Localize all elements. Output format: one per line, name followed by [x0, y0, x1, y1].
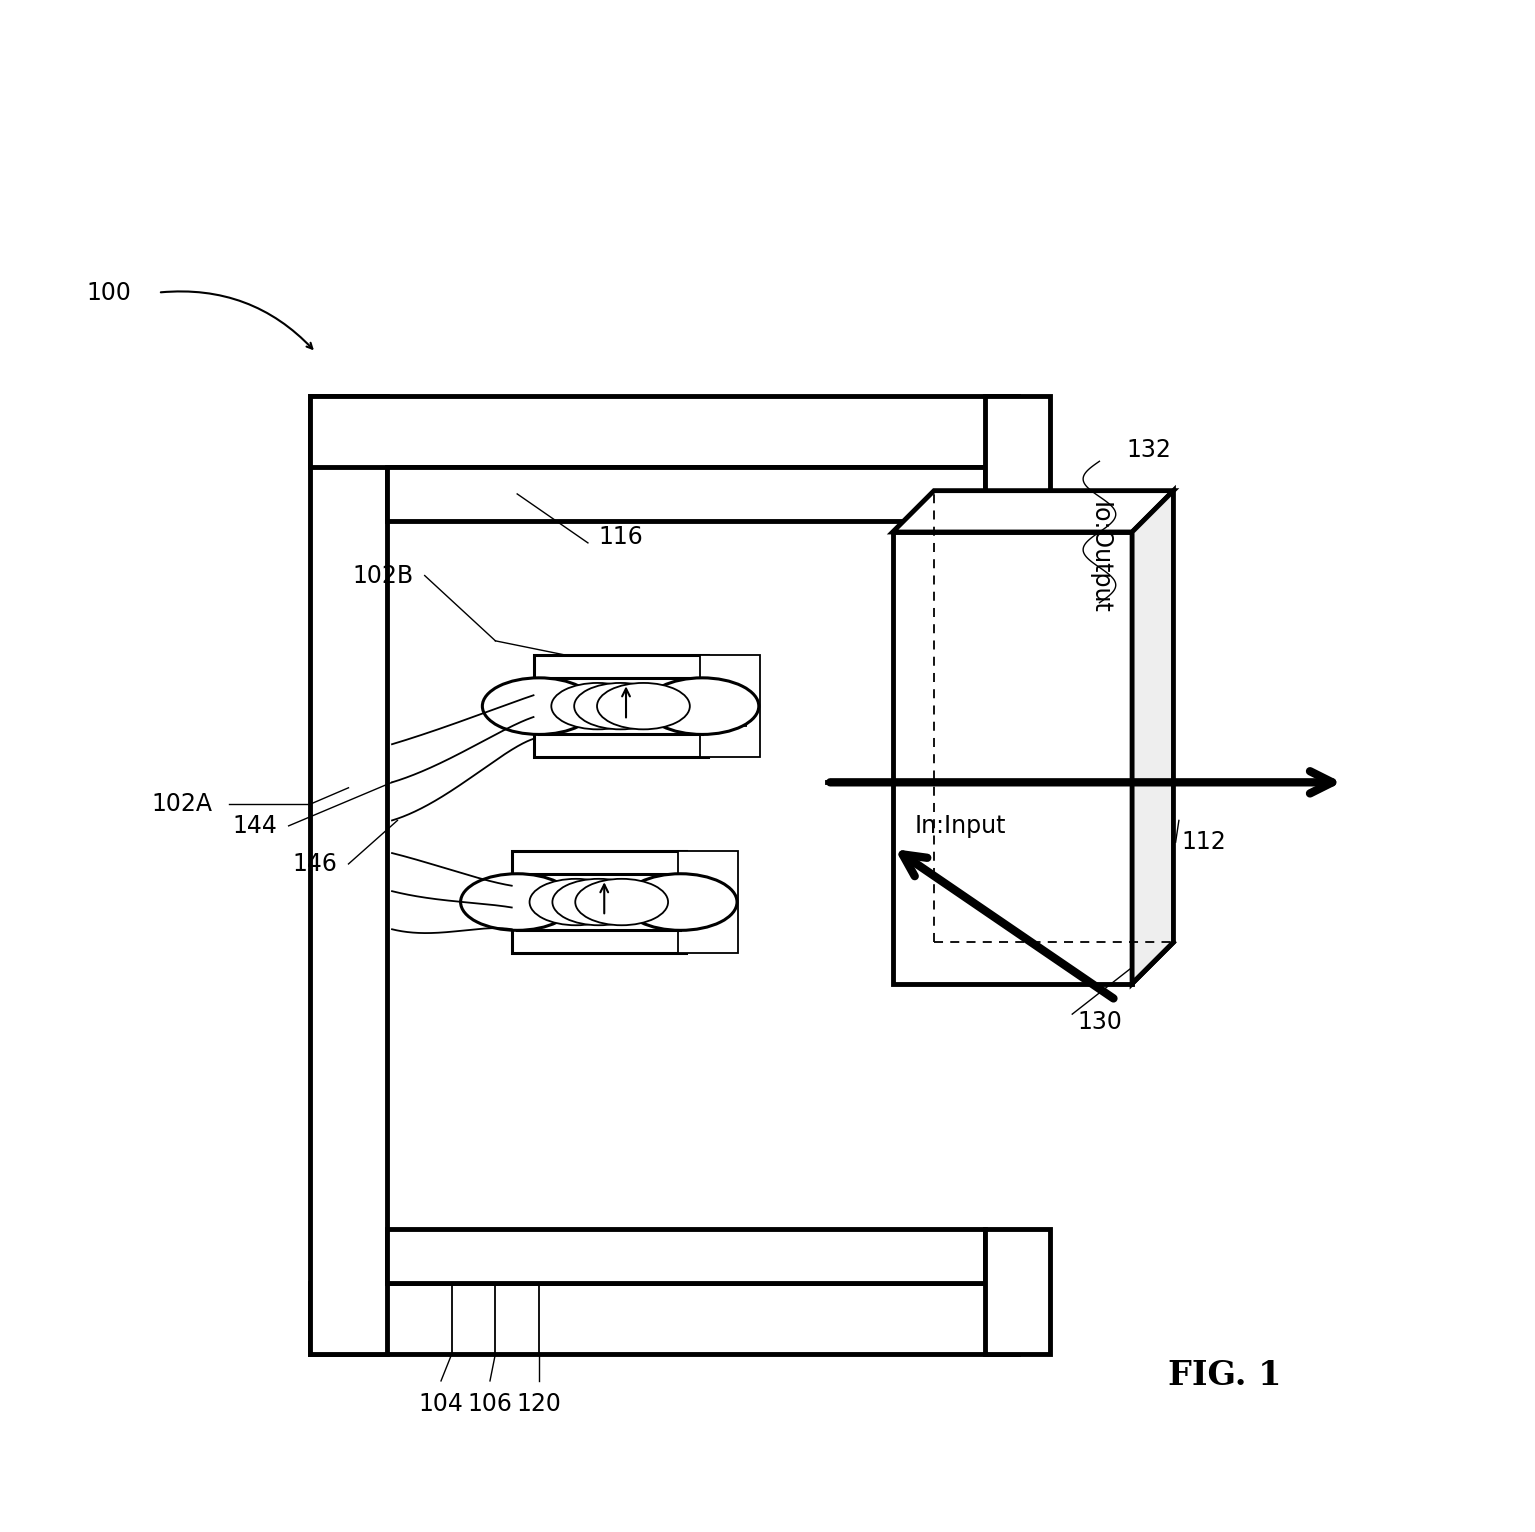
Text: 100: 100 — [86, 280, 130, 305]
Text: 144: 144 — [233, 813, 278, 838]
Bar — [310, 1282, 1018, 1354]
Ellipse shape — [553, 879, 645, 925]
Ellipse shape — [574, 683, 668, 729]
Bar — [310, 395, 1018, 467]
Text: 132: 132 — [1127, 438, 1171, 463]
Bar — [517, 873, 680, 930]
Bar — [387, 1229, 985, 1282]
Text: 102A: 102A — [152, 792, 212, 817]
Bar — [678, 852, 738, 953]
Bar — [985, 395, 1050, 521]
Ellipse shape — [482, 677, 596, 734]
Text: MTJ: MTJ — [701, 882, 721, 922]
Polygon shape — [893, 490, 1173, 532]
Polygon shape — [1133, 490, 1173, 984]
Text: 102B: 102B — [353, 564, 414, 588]
Text: 120: 120 — [516, 1391, 562, 1416]
Text: 104: 104 — [419, 1391, 464, 1416]
Text: 116: 116 — [599, 525, 643, 550]
Bar — [511, 852, 686, 953]
Text: FIG. 1: FIG. 1 — [1168, 1359, 1282, 1393]
Text: 106: 106 — [468, 1391, 513, 1416]
Text: 112: 112 — [1180, 830, 1226, 855]
Ellipse shape — [623, 873, 737, 930]
Bar — [534, 656, 708, 757]
Text: 130: 130 — [1078, 1010, 1122, 1034]
Text: 146: 146 — [293, 852, 338, 876]
Ellipse shape — [597, 683, 689, 729]
Ellipse shape — [551, 683, 645, 729]
Ellipse shape — [530, 879, 622, 925]
Bar — [387, 467, 985, 521]
Bar — [893, 532, 1133, 984]
Bar — [539, 677, 701, 734]
Ellipse shape — [576, 879, 668, 925]
Bar — [310, 395, 387, 1354]
Text: Io:Output: Io:Output — [1087, 502, 1111, 614]
Text: MTJ: MTJ — [729, 686, 749, 726]
Bar — [700, 656, 760, 757]
Ellipse shape — [646, 677, 758, 734]
Text: In:Input: In:Input — [915, 813, 1005, 838]
Bar — [985, 1229, 1050, 1354]
Ellipse shape — [460, 873, 574, 930]
